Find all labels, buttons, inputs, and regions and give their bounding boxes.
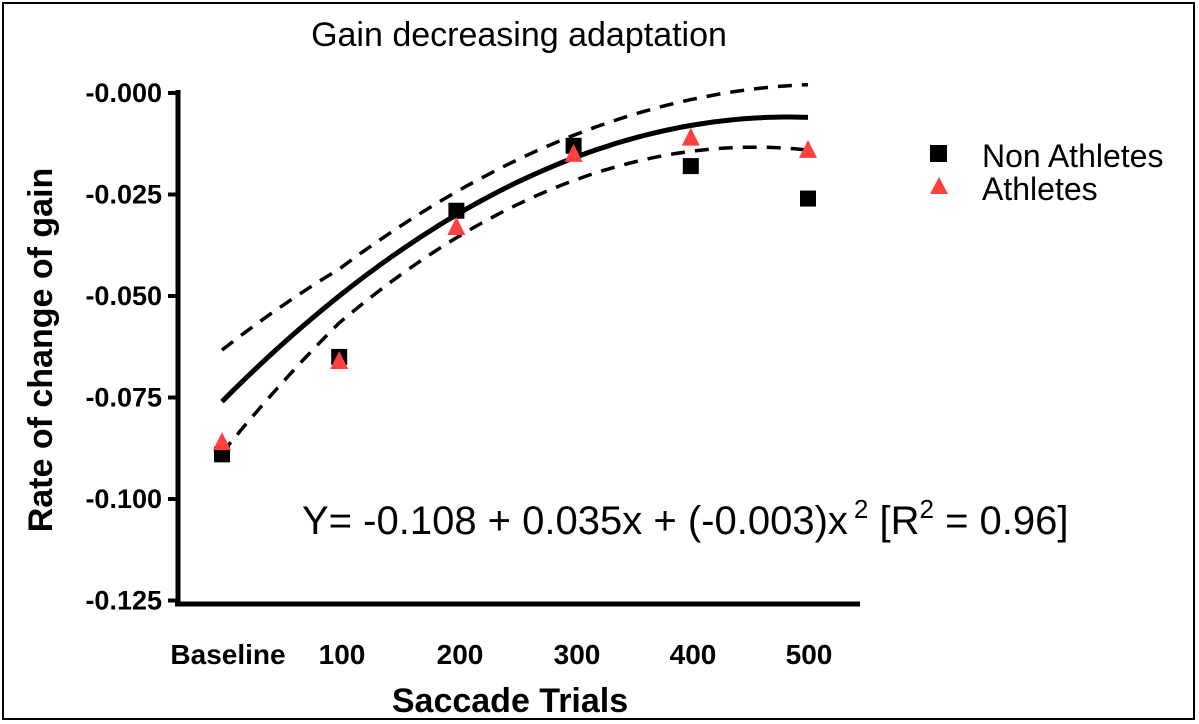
athletes-point [447, 216, 466, 235]
non-athletes-point [682, 158, 699, 175]
y-tick-label: -0.125 [85, 586, 162, 616]
fit-lines [220, 82, 809, 455]
equation-main: Y= -0.108 + 0.035x + (-0.003)x [302, 499, 848, 543]
x-tick-label: 400 [670, 639, 717, 670]
non-athletes-point [800, 190, 816, 207]
athletes-point [213, 432, 231, 451]
chart-title: Gain decreasing adaptation [311, 16, 727, 54]
equation-r-close: = 0.96] [934, 499, 1069, 543]
x-tick-label: Baseline [170, 639, 285, 670]
non-athletes-point [214, 446, 230, 463]
fit-upper-confidence-band [220, 82, 809, 352]
equation-exponent: 2 [854, 494, 868, 524]
fit-curve [220, 114, 809, 404]
legend-label-athletes: Athletes [982, 171, 1098, 207]
x-ticks: Baseline 100 200 300 400 500 [170, 639, 832, 670]
non-athletes-point [448, 202, 465, 219]
y-ticks: -0.000 -0.025 -0.050 -0.075 -0.100 -0.125 [85, 78, 178, 616]
x-tick-label: 200 [437, 639, 484, 670]
athletes-point [564, 143, 583, 162]
y-tick-label: -0.025 [85, 180, 162, 210]
legend: Non Athletes Athletes [930, 138, 1163, 207]
equation-r-open: [R [868, 499, 919, 543]
equation-r-exponent: 2 [920, 494, 934, 524]
y-tick-label: -0.000 [85, 78, 162, 108]
x-tick-label: 100 [319, 639, 366, 670]
x-axis-label: Saccade Trials [392, 682, 628, 720]
x-tick-label: 300 [554, 639, 601, 670]
fit-lower-confidence-band [220, 145, 809, 455]
legend-label-non-athletes: Non Athletes [982, 138, 1163, 174]
y-axis-label: Rate of change of gain [22, 168, 60, 533]
legend-marker-non-athletes [930, 145, 947, 162]
athletes-point [799, 139, 817, 158]
athletes-point [681, 127, 700, 146]
athletes-point [330, 350, 349, 369]
fit-equation: Y= -0.108 + 0.035x + (-0.003)x 2 [R2 = 0.… [302, 494, 1069, 543]
y-tick-label: -0.050 [85, 281, 162, 311]
data-points [213, 127, 817, 463]
legend-marker-athletes [930, 177, 948, 194]
y-tick-label: -0.100 [85, 484, 162, 514]
x-tick-label: 500 [786, 639, 833, 670]
y-tick-label: -0.075 [85, 383, 162, 413]
